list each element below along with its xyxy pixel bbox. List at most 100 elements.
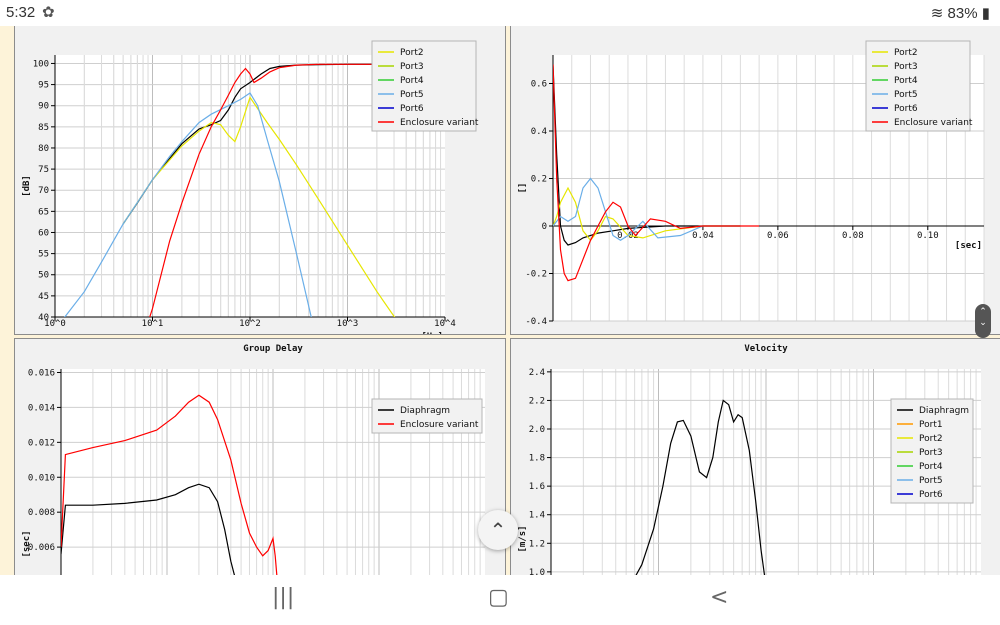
velocity-svg: 2.4 2.2 2.0 1.8 1.6 1.4 1.2 1.0 [m/s] Velocity Dia… <box>518 343 981 575</box>
back-icon[interactable]: < <box>710 585 729 610</box>
home-icon[interactable]: ▢ <box>488 585 509 610</box>
y-tick-label: 2.4 <box>529 368 545 378</box>
y-tick-label: 0.6 <box>531 80 547 90</box>
scroll-handle[interactable]: ⌃ ⌄ <box>975 304 991 338</box>
y-tick-label: 85 <box>38 123 49 133</box>
status-right: ≋ 83% ▮ <box>931 4 990 22</box>
legend-box <box>865 40 971 132</box>
y-tick-label: 60 <box>38 228 49 238</box>
y-tick-label: 1.8 <box>529 454 545 464</box>
y-tick-label: 0 <box>542 222 547 232</box>
legend-label: Port3 <box>400 62 424 72</box>
chart-title: Group Delay <box>243 344 303 354</box>
y-tick-label: 65 <box>38 207 49 217</box>
y-axis-label: [sec] <box>22 530 32 557</box>
x-tick-label: 0.06 <box>767 231 789 241</box>
series-line <box>553 64 760 282</box>
series-line <box>149 63 445 317</box>
legend-label: Port1 <box>919 420 943 430</box>
legend-box <box>890 398 974 504</box>
legend-label: Port5 <box>400 90 424 100</box>
legend-label: Enclosure variant <box>400 118 479 128</box>
x-tick-label: 10^4 <box>434 319 456 329</box>
series-group <box>64 63 445 317</box>
x-tick-label: 0.10 <box>917 231 939 241</box>
y-tick-label: 50 <box>38 271 49 281</box>
legend-label: Diaphragm <box>400 406 450 416</box>
y-tick-label: 0.008 <box>28 508 55 518</box>
y-tick-label: 55 <box>38 250 49 260</box>
series-line <box>553 186 741 242</box>
group-delay-svg: 0.0160.0140.0120.0100.0080.0060.004[sec]… <box>22 344 485 575</box>
battery-icon: ▮ <box>981 5 990 22</box>
series-group <box>553 64 760 282</box>
x-axis-label: [sec] <box>955 241 982 251</box>
legend-label: Port5 <box>919 476 943 486</box>
velocity-chart: 2.4 2.2 2.0 1.8 1.6 1.4 1.2 1.0 [m/s] Velocity Dia… <box>510 338 1000 575</box>
status-bar: 5:32 ✿ ≋ 83% ▮ <box>0 0 1000 26</box>
scroll-to-top-button[interactable]: ⌃ <box>478 510 518 550</box>
series-line <box>64 92 312 317</box>
series-line <box>553 177 741 242</box>
y-tick-label: 1.2 <box>529 539 545 549</box>
y-tick-label: 100 <box>33 59 49 69</box>
y-tick-label: 90 <box>38 102 49 112</box>
y-tick-label: 95 <box>38 81 49 91</box>
recent-apps-icon[interactable]: ||| <box>272 585 295 610</box>
frequency-response-svg: 40 45 50 55 60 65 70 75 80 85 90 95 100 10^0 10^1 10^2 1… <box>22 40 479 334</box>
legend-label: Port3 <box>894 62 918 72</box>
series-line <box>61 394 278 575</box>
series-group <box>635 399 766 575</box>
y-tick-label: 0.012 <box>28 438 55 448</box>
series-line <box>635 399 766 575</box>
y-tick-label: 80 <box>38 144 49 154</box>
series-line <box>553 64 741 246</box>
impulse-response-svg: -0.4-0.200.20.40.60.02 0.04 0.06 0.08 0.10[s… <box>518 40 985 327</box>
app-area: 40 45 50 55 60 65 70 75 80 85 90 95 100 10^0 10^1 10^2 1… <box>0 26 1000 575</box>
legend-box <box>371 398 483 434</box>
y-tick-label: 45 <box>38 292 49 302</box>
legend-label: Port2 <box>894 48 918 58</box>
chart-title: Velocity <box>744 343 788 354</box>
x-tick-label: 10^1 <box>142 319 164 329</box>
y-tick-label: -0.2 <box>525 270 547 280</box>
legend-label: Port6 <box>894 104 918 114</box>
group-delay-chart: 0.0160.0140.0120.0100.0080.0060.004[sec]… <box>14 338 506 575</box>
y-tick-label: -0.4 <box>525 317 547 327</box>
series-group <box>61 394 278 575</box>
legend-label: Port4 <box>894 76 918 86</box>
settings-icon: ✿ <box>42 3 55 21</box>
y-tick-label: 0.014 <box>28 403 55 413</box>
x-axis-label: [Hz] <box>421 332 443 334</box>
x-tick-label: 10^2 <box>239 319 261 329</box>
x-tick-label: 0.08 <box>842 231 864 241</box>
y-tick-label: 0.4 <box>531 127 547 137</box>
y-tick-label: 0.2 <box>531 175 547 185</box>
legend-label: Port4 <box>400 76 424 86</box>
y-tick-label: 75 <box>38 165 49 175</box>
legend-label: Enclosure variant <box>894 118 973 128</box>
y-tick-label: 70 <box>38 186 49 196</box>
y-tick-label: 1.0 <box>529 568 545 575</box>
y-axis-label: [m/s] <box>518 525 528 552</box>
frequency-response-chart: 40 45 50 55 60 65 70 75 80 85 90 95 100 10^0 10^1 10^2 1… <box>14 26 506 335</box>
legend-box <box>371 40 477 132</box>
legend-label: Port4 <box>919 462 943 472</box>
series-line <box>61 483 236 575</box>
y-tick-label: 2.2 <box>529 396 545 406</box>
x-tick-label: 10^0 <box>44 319 66 329</box>
legend-label: Port6 <box>400 104 424 114</box>
legend-label: Enclosure variant <box>400 420 479 430</box>
navigation-bar: ||| ▢ < <box>0 575 1000 625</box>
legend-label: Port2 <box>919 434 943 444</box>
legend-label: Diaphragm <box>919 406 969 416</box>
y-tick-label: 1.4 <box>529 511 545 521</box>
battery-text: 83% <box>947 5 978 22</box>
y-axis-label: [dB] <box>22 175 32 197</box>
y-tick-label: 0.010 <box>28 473 55 483</box>
y-tick-label: 40 <box>38 313 49 323</box>
clock-text: 5:32 <box>6 4 36 21</box>
wifi-icon: ≋ <box>930 5 944 22</box>
y-tick-label: 2.0 <box>529 425 545 435</box>
y-tick-label: 0.016 <box>28 368 55 378</box>
